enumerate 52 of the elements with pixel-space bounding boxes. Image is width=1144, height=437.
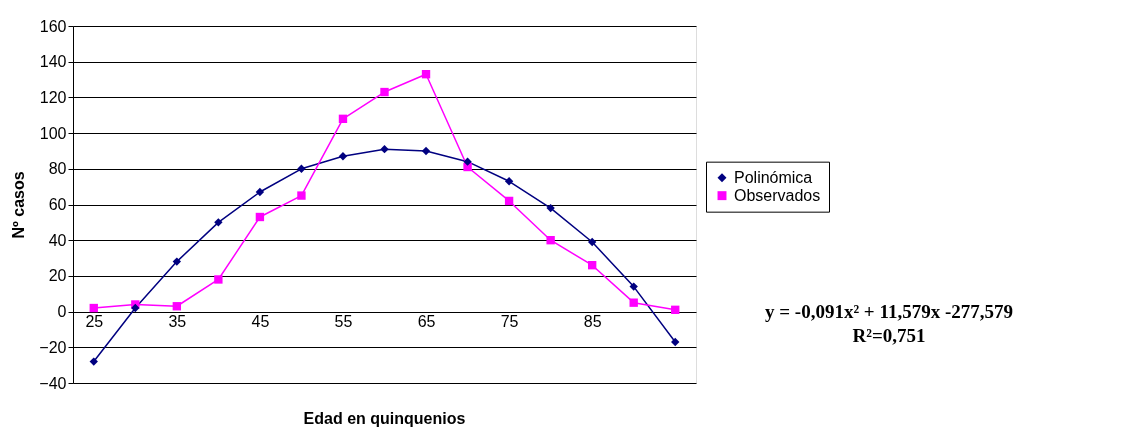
- point: [421, 146, 431, 156]
- point: [172, 302, 182, 311]
- point: [255, 212, 265, 222]
- y-tick-label: 160: [39, 17, 67, 35]
- point: [89, 303, 98, 313]
- x-tick-label: 45: [251, 313, 270, 331]
- y-tick-label: 40: [48, 231, 67, 249]
- x-tick-label: 85: [583, 313, 602, 331]
- y-axis-title: Nº casos: [10, 171, 28, 239]
- x-tick-label: 25: [85, 313, 104, 331]
- point: [671, 305, 680, 314]
- point: [297, 191, 306, 200]
- point: [89, 357, 98, 366]
- point: [546, 203, 555, 213]
- point: [504, 196, 514, 206]
- point: [380, 87, 389, 97]
- x-tick-label: 35: [168, 313, 187, 331]
- point: [629, 298, 638, 307]
- point: [131, 303, 140, 313]
- y-tick-label: 140: [39, 53, 67, 71]
- y-tick-label: 20: [48, 267, 67, 285]
- y-tick-label: 80: [48, 160, 67, 178]
- point: [671, 337, 680, 347]
- y-tick-label: 120: [39, 88, 67, 106]
- point: [421, 70, 431, 79]
- x-tick-label: 75: [500, 313, 519, 331]
- point: [380, 144, 389, 154]
- point: [297, 164, 306, 173]
- point: [629, 282, 638, 291]
- legend-label: Polinómica: [734, 168, 813, 186]
- y-tick-label: 100: [39, 124, 67, 142]
- x-axis-title: Edad en quinquenios: [303, 410, 466, 427]
- point: [463, 157, 472, 166]
- point: [338, 152, 348, 161]
- point: [504, 177, 514, 186]
- point: [255, 187, 265, 197]
- point: [338, 114, 348, 123]
- point: [214, 218, 223, 227]
- x-tick-label: 55: [334, 313, 353, 331]
- y-tick-label: 60: [48, 196, 67, 213]
- point: [587, 237, 597, 247]
- text: y = -0,091x² + 11,579x -277,579: [765, 300, 1013, 322]
- point: [214, 275, 223, 284]
- point: [172, 257, 182, 266]
- y-tick-label: 0: [57, 303, 67, 321]
- point: [546, 236, 555, 245]
- text: R²=0,751: [852, 324, 926, 346]
- x-tick-label: 65: [417, 313, 436, 331]
- legend-label: Observados: [734, 186, 821, 204]
- point: [587, 261, 597, 270]
- y-tick-label: −20: [39, 338, 67, 356]
- y-tick-label: −40: [39, 374, 67, 392]
